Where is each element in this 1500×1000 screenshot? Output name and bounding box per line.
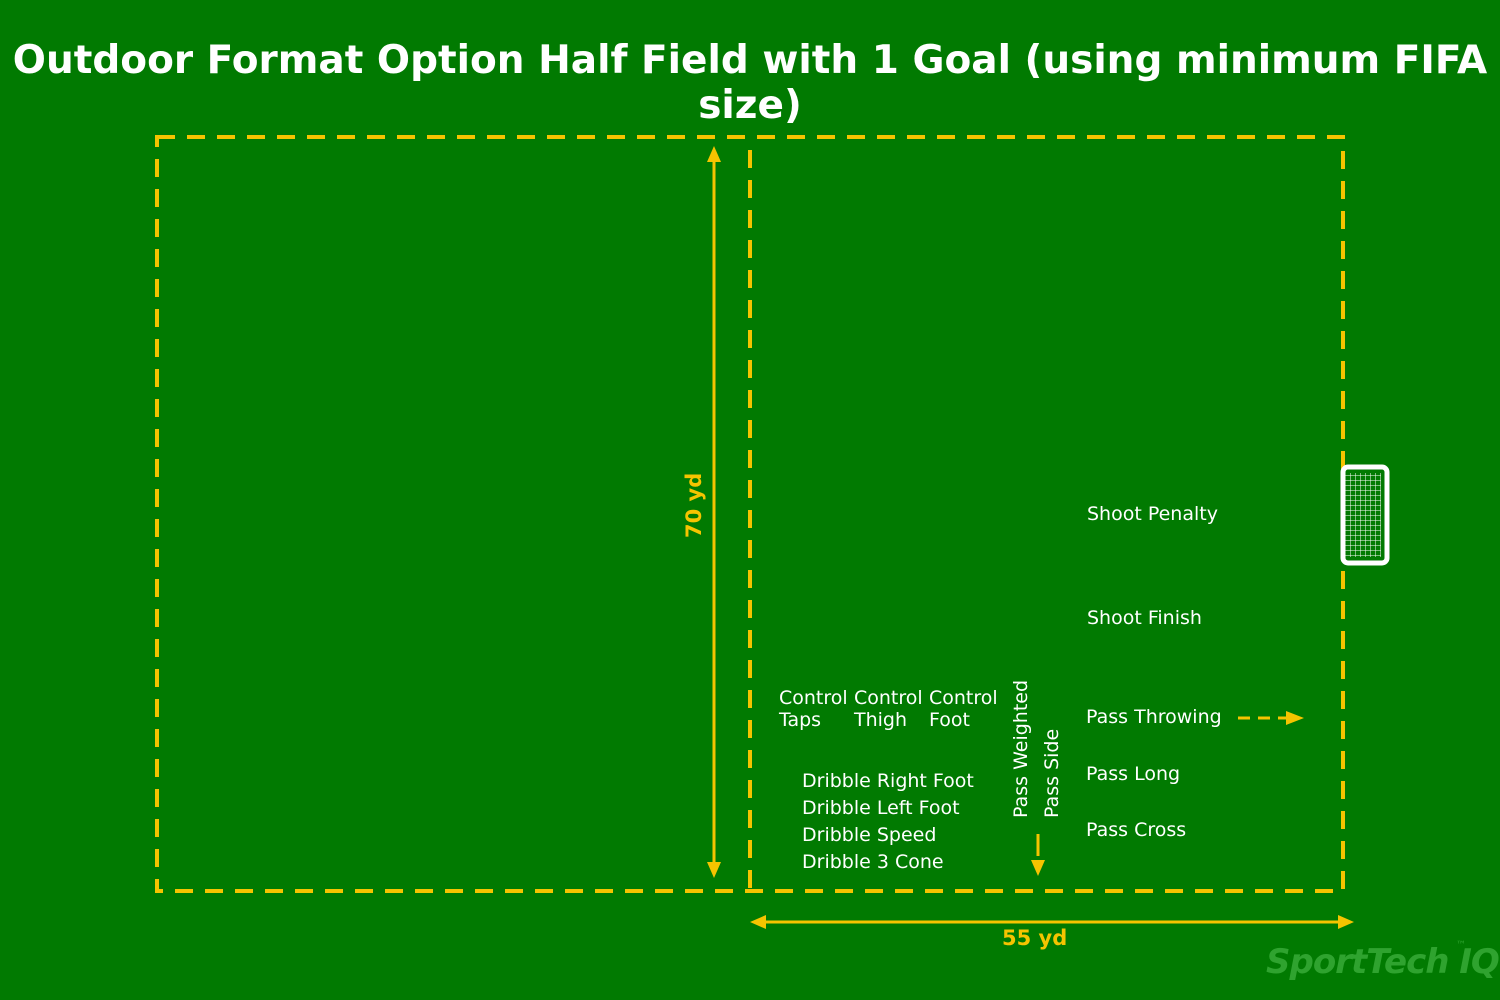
pass-side-label: Pass Side [1041,728,1063,818]
control-foot-label: Control Foot [929,687,998,731]
brand-logo: SportTech IQ [1266,942,1500,982]
dribble-left-foot-label: Dribble Left Foot [802,797,960,819]
pass-throwing-label: Pass Throwing [1086,706,1222,728]
pass-weighted-arrow [1031,834,1045,876]
dribble-right-foot-label: Dribble Right Foot [802,770,974,792]
width-dimension-arrow [750,915,1354,929]
brand-trademark: ™ [1456,940,1466,951]
page-title: Outdoor Format Option Half Field with 1 … [12,38,1488,128]
pass-weighted-label: Pass Weighted [1010,679,1032,818]
pass-cross-label: Pass Cross [1086,819,1187,841]
height-dimension-arrow [707,146,721,878]
width-dimension-label: 55 yd [1002,926,1068,950]
pass-throwing-arrow [1238,711,1304,725]
control-taps-label: Control Taps [779,687,848,731]
dribble-speed-label: Dribble Speed [802,824,937,846]
dribble-3-cone-label: Dribble 3 Cone [802,851,944,873]
height-dimension-label: 70 yd [682,472,706,538]
pass-long-label: Pass Long [1086,763,1181,785]
goal [1340,464,1390,566]
shoot-finish-label: Shoot Finish [1087,607,1202,629]
control-thigh-label: Control Thigh [854,687,923,731]
shoot-penalty-label: Shoot Penalty [1087,503,1218,525]
